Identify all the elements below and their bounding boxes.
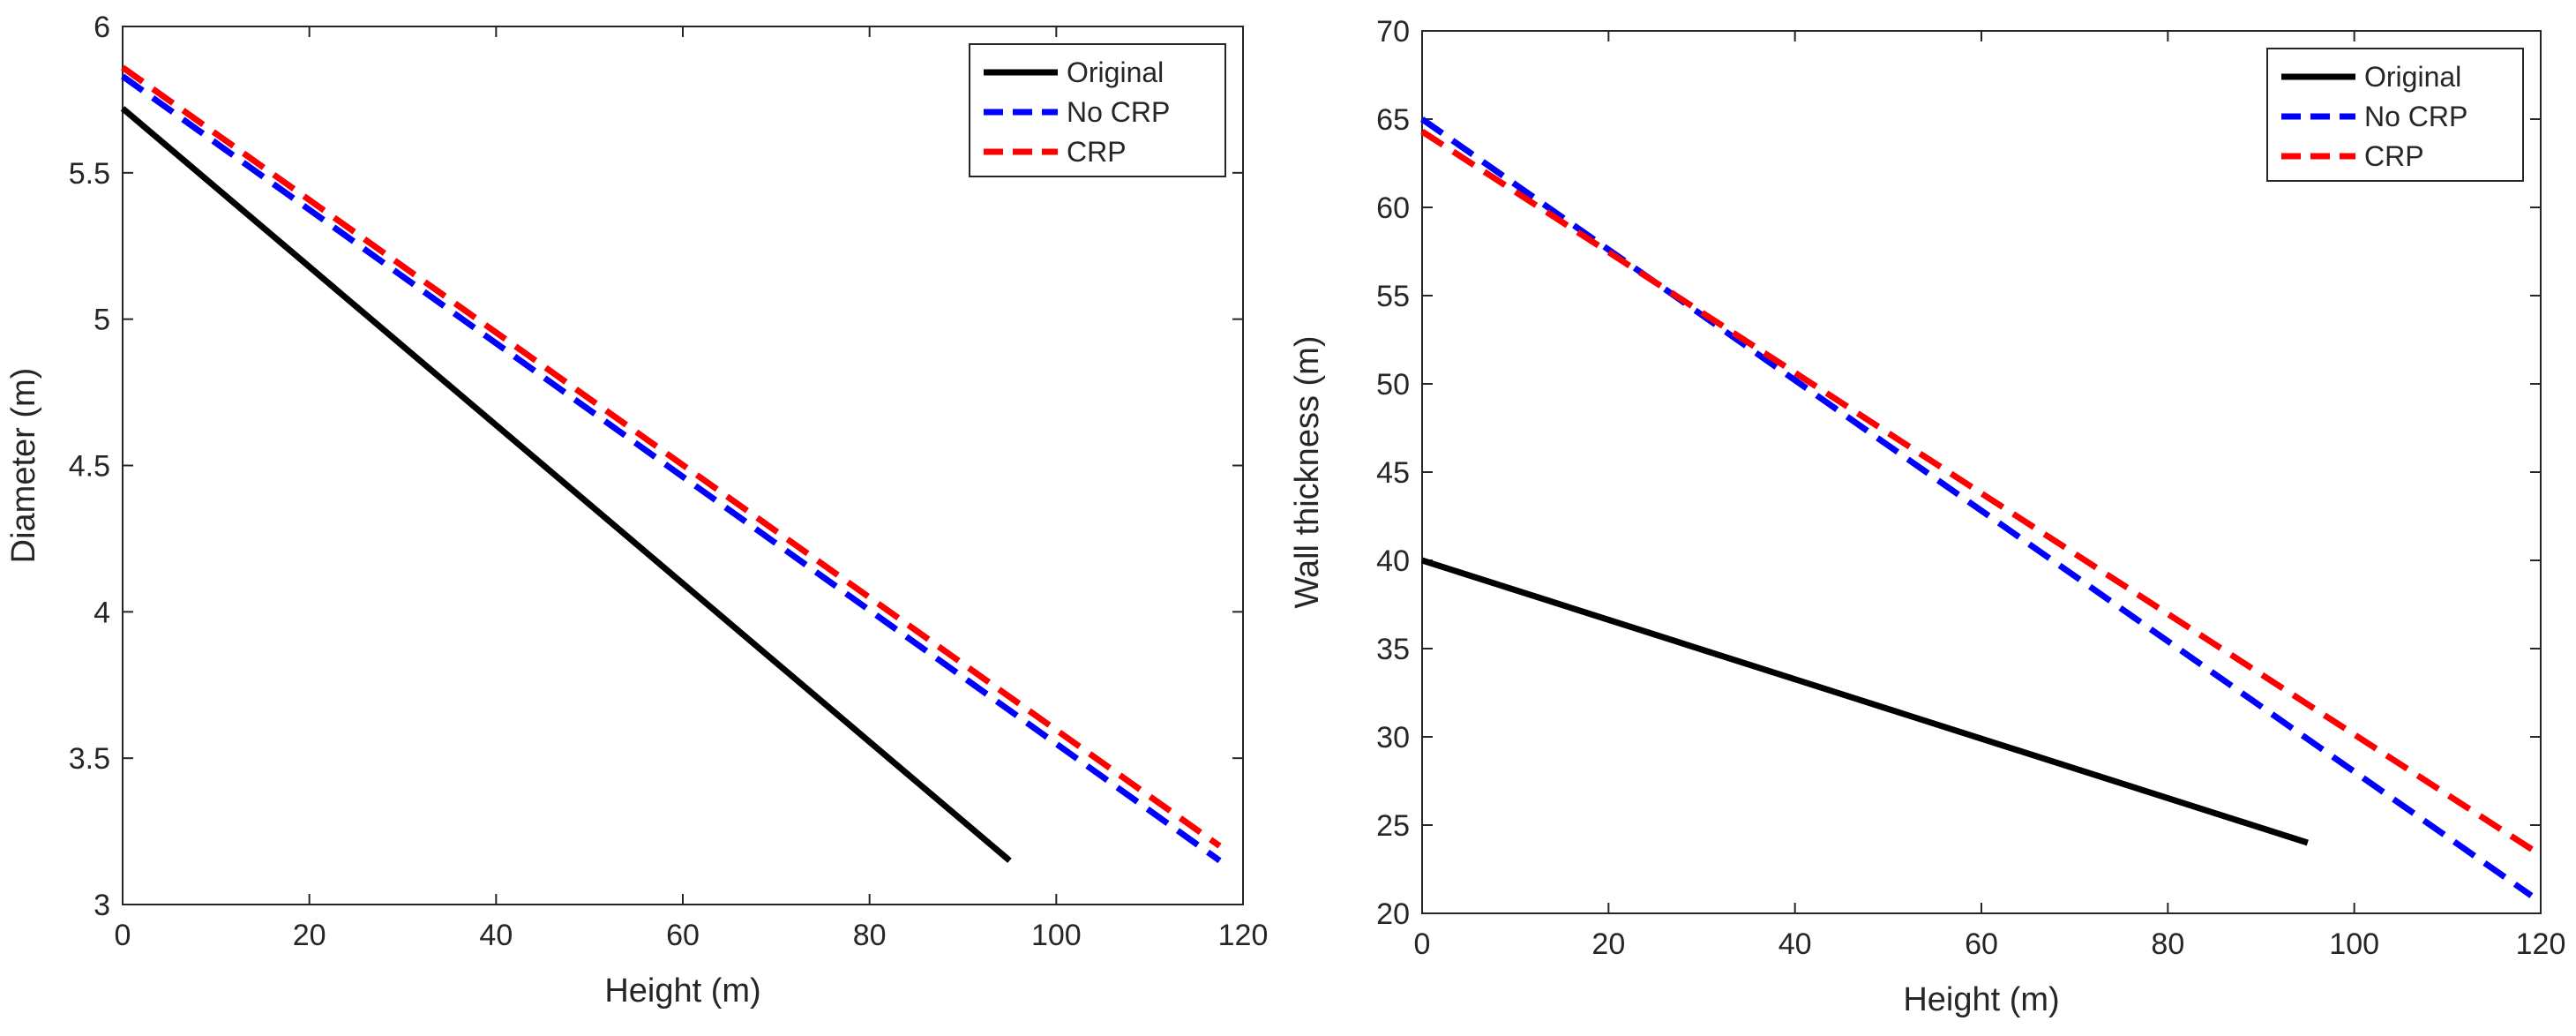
right-legend-box <box>2266 48 2524 182</box>
right-y-tick-label: 55 <box>1376 280 1410 313</box>
left-legend-box <box>969 43 1226 177</box>
left-x-tick-label: 100 <box>1031 919 1082 952</box>
right-x-tick-label: 40 <box>1778 927 1812 961</box>
left-series-no-crp <box>120 73 1222 864</box>
right-y-tick-label: 50 <box>1376 368 1410 402</box>
left-chart: 0 20 40 60 80 100 120 3 3.5 4 4.5 5 5.5 6 Height (m) Di… <box>5 11 1268 1010</box>
right-legend-label: CRP <box>2364 140 2424 172</box>
left-y-tick-label: 3 <box>94 889 110 922</box>
left-series-original <box>120 106 1012 863</box>
right-y-tick-label: 65 <box>1376 103 1410 137</box>
right-x-axis-label: Height (m) <box>1903 981 2059 1018</box>
left-x-axis-label: Height (m) <box>604 972 760 1010</box>
left-y-axis-label: Diameter (m) <box>5 368 42 564</box>
left-legend-label: No CRP <box>1067 96 1170 128</box>
left-legend-label: Original <box>1067 56 1164 88</box>
left-y-tick-label: 3.5 <box>69 742 110 776</box>
right-y-tick-label: 25 <box>1376 809 1410 843</box>
right-x-tick-label: 100 <box>2329 927 2379 961</box>
right-y-tick-label: 45 <box>1376 456 1410 490</box>
right-y-tick-label: 60 <box>1376 191 1410 225</box>
left-x-tick-label: 60 <box>666 919 700 952</box>
right-series-original <box>1420 557 2309 846</box>
left-y-tick-label: 4 <box>94 596 110 629</box>
left-x-tick-label: 80 <box>853 919 887 952</box>
left-legend: Original No CRP CRP <box>969 43 1226 177</box>
right-legend-label: Original <box>2364 61 2461 93</box>
right-y-tick-label: 20 <box>1376 897 1410 931</box>
right-y-tick-label: 35 <box>1376 633 1410 666</box>
right-series-no-crp <box>1419 116 2534 898</box>
left-series-crp <box>120 64 1222 849</box>
left-y-tick-label: 5.5 <box>69 157 110 191</box>
right-y-tick-label: 70 <box>1376 15 1410 49</box>
right-legend: Original No CRP CRP <box>2266 48 2524 182</box>
left-y-tick-label: 4.5 <box>69 450 110 484</box>
left-x-tick-label: 20 <box>293 919 326 952</box>
right-x-tick-label: 60 <box>1965 927 1998 961</box>
left-x-tick-label: 40 <box>479 919 513 952</box>
right-x-tick-label: 120 <box>2516 927 2566 961</box>
right-chart: 0 20 40 60 80 100 1202025303540455055606570Hei… <box>1289 15 2565 1018</box>
right-y-tick-label: 30 <box>1376 721 1410 754</box>
right-x-tick-label: 20 <box>1591 927 1625 961</box>
left-x-tick-label: 120 <box>1218 919 1269 952</box>
right-x-tick-label: 0 <box>1414 927 1431 961</box>
left-x-tick-label: 0 <box>115 919 131 952</box>
left-y-tick-label: 6 <box>94 11 110 44</box>
left-legend-label: CRP <box>1067 136 1127 168</box>
left-y-tick-label: 5 <box>94 304 110 337</box>
right-legend-label: No CRP <box>2364 101 2467 132</box>
right-y-axis-label: Wall thickness (m) <box>1289 336 1326 609</box>
right-y-tick-label: 40 <box>1376 544 1410 578</box>
right-x-tick-label: 80 <box>2151 927 2184 961</box>
